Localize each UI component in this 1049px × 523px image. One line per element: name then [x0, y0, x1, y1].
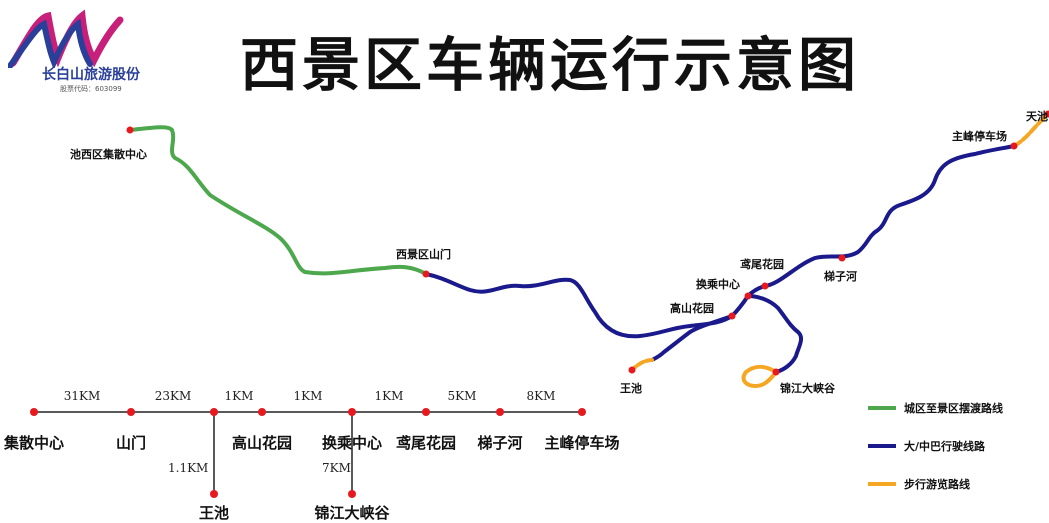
schematic-dot-wangchi [210, 490, 218, 498]
stop-label-shanmen: 山门 [116, 434, 146, 452]
map-label-zhufeng: 主峰停车场 [952, 129, 1007, 143]
node-chixi [126, 126, 134, 134]
node-gate [422, 270, 430, 278]
map-label-gaoshan: 高山花园 [670, 301, 714, 315]
stop-label-zhufeng: 主峰停车场 [544, 434, 619, 452]
node-wangchi [628, 366, 636, 374]
schematic-dot-shanmen [127, 408, 135, 416]
stop-label-gaoshan: 高山花园 [232, 434, 292, 452]
bus-route-jinjiang [746, 294, 803, 374]
map-label-gate: 西景区山门 [396, 247, 451, 261]
schematic: 31KM 23KM 1KM 1KM 1KM 5KM 8KM 1.1KM 7KM … [3, 389, 620, 522]
schematic-dot-jinjiang [348, 490, 356, 498]
stop-label-wangchi: 王池 [199, 504, 229, 522]
map-label-tianchi: 天池 [1026, 109, 1048, 123]
legend-label-shuttle: 城区至景区摆渡路线 [904, 401, 1003, 415]
node-huancheng [744, 292, 752, 300]
bus-route-main [424, 144, 1016, 339]
schematic-dot-yuanwei [422, 408, 430, 416]
schematic-dot-huancheng [348, 408, 356, 416]
brand-logo [8, 9, 124, 68]
map-label-tizihe: 梯子河 [824, 269, 857, 283]
node-tianchi [1044, 110, 1049, 118]
brand-stock-code: 股票代码：603099 [60, 85, 122, 93]
page-title: 西景区车辆运行示意图 [240, 31, 861, 99]
legend-label-walk: 步行游览路线 [904, 477, 970, 491]
segment-distance-1: 31KM [64, 389, 101, 403]
map-label-yuanwei: 鸢尾花园 [740, 257, 784, 271]
schematic-dot-jisan [30, 408, 38, 416]
stop-label-jinjiang: 锦江大峡谷 [314, 504, 390, 522]
bus-route-wangchi [650, 314, 734, 362]
node-tizihe [838, 254, 846, 262]
branch-distance-wangchi: 1.1KM [168, 461, 208, 475]
shuttle-route [128, 125, 428, 276]
stop-label-huancheng: 换乘中心 [322, 434, 382, 452]
segment-distance-6: 5KM [448, 389, 477, 403]
legend-label-bus: 大/中巴行驶线路 [904, 439, 986, 453]
map-label-chixi: 池西区集散中心 [70, 147, 147, 161]
schematic-dot-zhufeng [578, 408, 586, 416]
stop-label-tizihe: 梯子河 [477, 434, 522, 452]
schematic-dot-gaoshan-label [258, 408, 266, 416]
map-label-jinjiang: 锦江大峡谷 [780, 381, 836, 395]
map-label-wangchi: 王池 [620, 381, 642, 395]
segment-distance-4: 1KM [294, 389, 323, 403]
segment-distance-2: 23KM [155, 389, 192, 403]
brand-name: 长白山旅游股份 [42, 67, 140, 83]
stop-label-jisan: 集散中心 [3, 434, 64, 452]
segment-distance-5: 1KM [375, 389, 404, 403]
segment-distance-3: 1KM [225, 389, 254, 403]
node-yuanwei [761, 282, 769, 290]
node-gaoshan [728, 312, 736, 320]
legend: 城区至景区摆渡路线 大/中巴行驶线路 步行游览路线 [868, 401, 1003, 491]
stop-label-yuanwei: 鸢尾花园 [396, 434, 456, 452]
map-label-huancheng: 换乘中心 [696, 277, 740, 291]
node-zhufeng [1010, 142, 1018, 150]
walk-route-jinjiang [741, 364, 778, 389]
segment-distance-7: 8KM [527, 389, 556, 403]
branch-distance-jinjiang: 7KM [322, 461, 351, 475]
schematic-dot-tizihe [496, 408, 504, 416]
node-jinjiang [772, 368, 780, 376]
schematic-dot-gaoshan [210, 408, 218, 416]
